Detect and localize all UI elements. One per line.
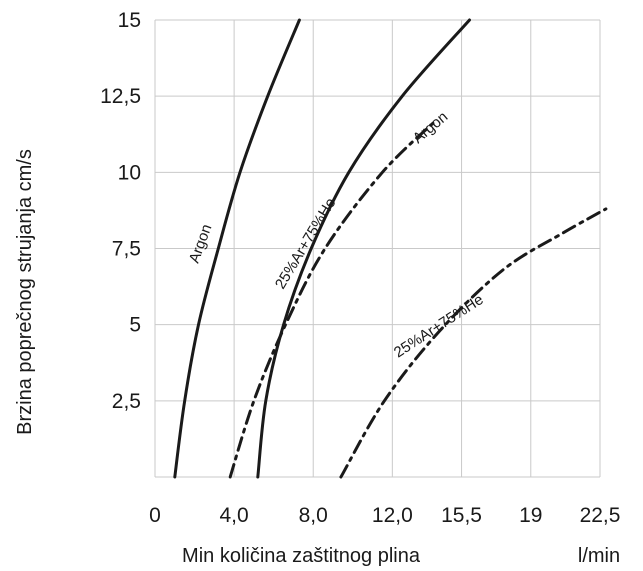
x-tick-label-2: 8,0 xyxy=(299,504,328,527)
series-layer xyxy=(173,18,608,479)
curve-label-argon-solid: Argon xyxy=(186,222,216,265)
x-tick-labels: 0 4,0 8,0 12,0 15,5 19 22,5 xyxy=(149,504,620,527)
y-tick-label-2: 7,5 xyxy=(112,238,141,261)
curve-label-mix-dashdot: 25%Ar+75%He xyxy=(391,291,487,361)
y-tick-labels: 2,5 5 7,5 10 12,5 15 xyxy=(100,9,141,413)
x-tick-label-0: 0 xyxy=(149,504,161,527)
y-tick-label-0: 2,5 xyxy=(112,390,141,413)
y-axis-label: Brzina poprečnog strujanja cm/s xyxy=(14,149,36,435)
x-tick-label-6: 22,5 xyxy=(580,504,621,527)
x-axis-unit: l/min xyxy=(578,545,620,567)
y-tick-label-1: 5 xyxy=(129,314,141,337)
x-tick-label-3: 12,0 xyxy=(372,504,413,527)
x-tick-label-5: 19 xyxy=(519,504,542,527)
series-line-0 xyxy=(173,18,301,479)
series-line-3 xyxy=(339,207,608,479)
x-tick-label-4: 15,5 xyxy=(441,504,482,527)
series-line-1 xyxy=(256,18,471,479)
y-tick-label-5: 15 xyxy=(118,9,141,32)
y-tick-label-4: 12,5 xyxy=(100,85,141,108)
x-axis-label: Min količina zaštitnog plina xyxy=(182,545,421,567)
y-tick-label-3: 10 xyxy=(118,161,141,184)
x-tick-label-1: 4,0 xyxy=(220,504,249,527)
curve-label-argon-dashdot: Argon xyxy=(410,108,452,147)
series-line-2 xyxy=(228,119,438,479)
grid xyxy=(154,19,601,478)
